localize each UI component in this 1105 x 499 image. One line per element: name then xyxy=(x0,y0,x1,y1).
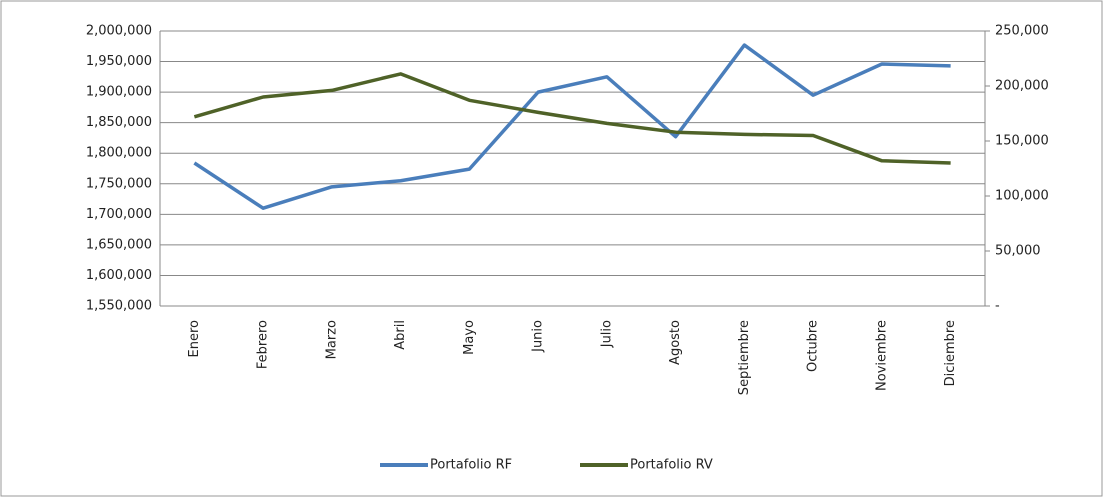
y-tick-label: 1,950,000 xyxy=(86,54,152,69)
y2-tick-label: 100,000 xyxy=(995,189,1049,204)
x-tick-label: Enero xyxy=(187,320,202,358)
y-tick-label: 1,900,000 xyxy=(86,85,152,100)
y2-tick-label: 200,000 xyxy=(995,79,1049,94)
y2-tick-label: 50,000 xyxy=(995,244,1041,259)
y-tick-label: 1,850,000 xyxy=(86,115,152,130)
y2-tick-label: - xyxy=(995,299,1000,314)
x-tick-label: Agosto xyxy=(668,320,683,365)
series-line xyxy=(193,72,951,165)
y-tick-label: 1,750,000 xyxy=(86,176,152,191)
x-tick-label: Abril xyxy=(393,320,408,350)
y-tick-label: 1,800,000 xyxy=(86,146,152,161)
series-line xyxy=(193,43,951,210)
y-tick-label: 1,650,000 xyxy=(86,237,152,252)
x-tick-label: Septiembre xyxy=(737,320,752,395)
x-tick-label: Mayo xyxy=(462,320,477,355)
x-tick-label: Junio xyxy=(531,320,546,353)
y-tick-label: 1,600,000 xyxy=(86,268,152,283)
legend-label: Portafolio RV xyxy=(630,458,713,473)
x-tick-label: Febrero xyxy=(256,320,271,369)
y-tick-label: 2,000,000 xyxy=(86,24,152,39)
y-tick-label: 1,550,000 xyxy=(86,299,152,314)
y-tick-label: 1,700,000 xyxy=(86,207,152,222)
x-tick-label: Noviembre xyxy=(874,320,889,391)
y2-tick-label: 250,000 xyxy=(995,24,1049,39)
legend-label: Portafolio RF xyxy=(430,458,512,473)
y2-tick-label: 150,000 xyxy=(995,134,1049,149)
x-tick-label: Octubre xyxy=(806,320,821,372)
x-tick-label: Marzo xyxy=(324,320,339,359)
x-tick-label: Julio xyxy=(599,320,614,348)
x-tick-label: Diciembre xyxy=(943,320,958,386)
